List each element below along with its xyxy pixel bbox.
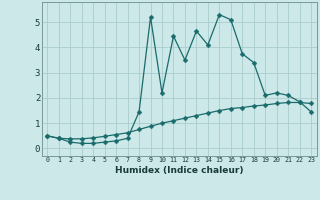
X-axis label: Humidex (Indice chaleur): Humidex (Indice chaleur) bbox=[115, 166, 244, 175]
